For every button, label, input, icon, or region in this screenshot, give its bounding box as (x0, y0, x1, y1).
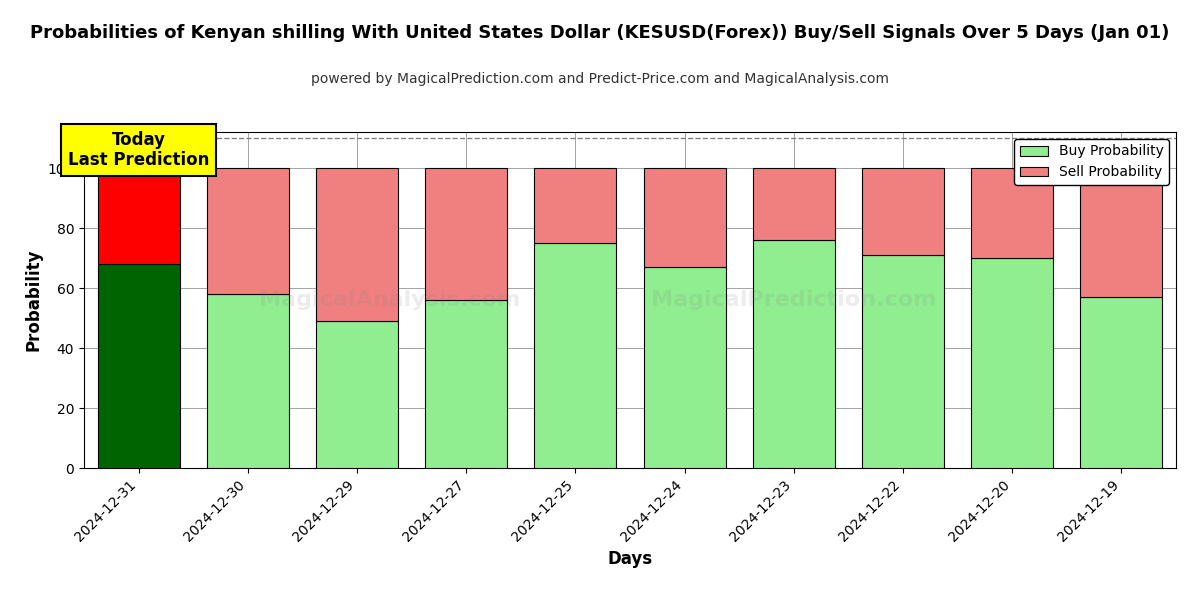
Bar (752, 168, 835, 240)
Bar (534, 168, 617, 243)
Bar (1080, 168, 1163, 297)
Text: Today
Last Prediction: Today Last Prediction (68, 131, 209, 169)
Bar (643, 168, 726, 267)
Text: powered by MagicalPrediction.com and Predict-Price.com and MagicalAnalysis.com: powered by MagicalPrediction.com and Pre… (311, 72, 889, 86)
Text: MagicalPrediction.com: MagicalPrediction.com (652, 290, 936, 310)
Bar (206, 294, 289, 468)
Text: MagicalAnalysis.com: MagicalAnalysis.com (259, 290, 521, 310)
Bar (752, 240, 835, 468)
Bar (316, 321, 398, 468)
Bar (971, 168, 1054, 258)
X-axis label: Days: Days (607, 550, 653, 568)
Bar (534, 243, 617, 468)
Bar (971, 258, 1054, 468)
Bar (97, 168, 180, 264)
Bar (643, 267, 726, 468)
Bar (316, 168, 398, 321)
Bar (1080, 297, 1163, 468)
Bar (206, 168, 289, 294)
Text: Probabilities of Kenyan shilling With United States Dollar (KESUSD(Forex)) Buy/S: Probabilities of Kenyan shilling With Un… (30, 24, 1170, 42)
Bar (862, 255, 944, 468)
Bar (425, 168, 508, 300)
Bar (862, 168, 944, 255)
Y-axis label: Probability: Probability (24, 249, 42, 351)
Bar (97, 264, 180, 468)
Bar (425, 300, 508, 468)
Legend: Buy Probability, Sell Probability: Buy Probability, Sell Probability (1014, 139, 1169, 185)
